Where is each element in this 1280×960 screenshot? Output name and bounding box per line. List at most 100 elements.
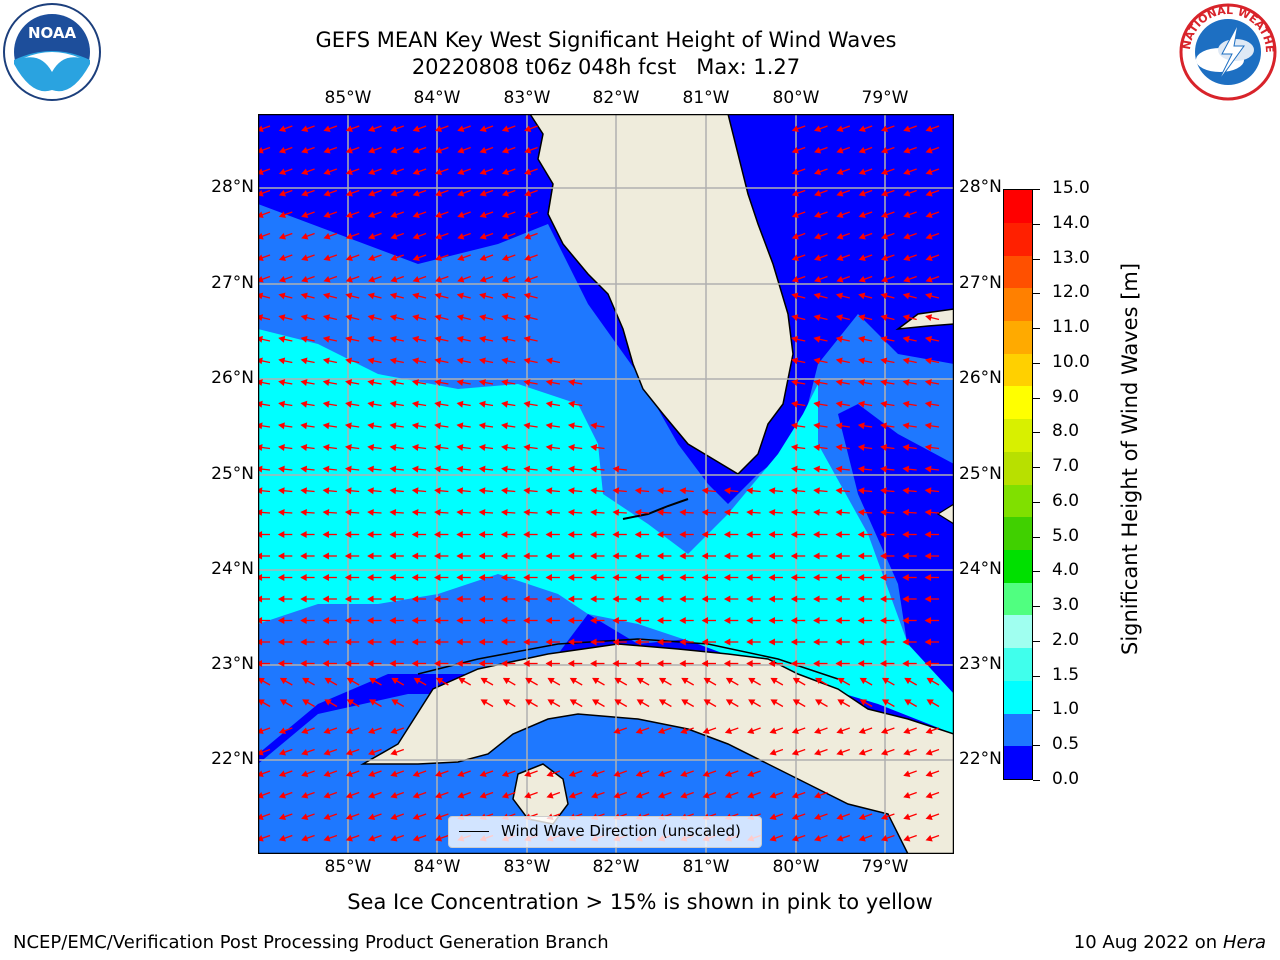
colorbar-segment — [1004, 549, 1032, 583]
wave-arrow-head — [277, 660, 285, 667]
wave-arrow-head — [925, 834, 933, 842]
wave-arrow-head — [344, 660, 352, 667]
wave-arrow-head — [835, 292, 844, 300]
wave-arrow-head — [657, 574, 664, 581]
wave-arrow-head — [479, 168, 487, 176]
colorbar-tick-mark — [1033, 501, 1040, 503]
wave-arrow-head — [389, 465, 397, 473]
wave-arrow-head — [636, 677, 644, 685]
wave-arrow-head — [478, 574, 486, 581]
wave-arrow-head — [835, 465, 843, 473]
lon-label-bottom: 79°W — [861, 857, 909, 877]
wave-arrow-head — [858, 727, 866, 735]
wave-arrow-head — [344, 487, 352, 495]
wave-arrow-head — [925, 314, 933, 322]
wave-arrow-head — [412, 232, 420, 240]
wave-arrow-head — [925, 146, 933, 154]
wave-arrow-head — [323, 791, 331, 799]
wave-arrow-head — [858, 189, 866, 197]
lon-label-top: 82°W — [592, 88, 640, 108]
wave-arrow-head — [902, 400, 910, 408]
wave-arrow-head — [612, 531, 619, 538]
wave-arrow-head — [680, 770, 688, 778]
wave-arrow-head — [367, 531, 374, 538]
wave-arrow-head — [278, 465, 285, 473]
wave-arrow-head — [880, 357, 888, 365]
wave-arrow-head — [301, 748, 309, 756]
wave-arrow-head — [322, 357, 330, 365]
wave-arrow-head — [501, 400, 509, 408]
wave-arrow-head — [345, 168, 353, 176]
wave-arrow-head — [456, 443, 464, 451]
wave-arrow-head — [479, 232, 487, 240]
wave-arrow-head — [524, 211, 532, 219]
wave-arrow-head — [345, 791, 353, 799]
wave-arrow-head — [791, 168, 799, 176]
wave-arrow-head — [478, 443, 486, 451]
wave-arrow-head — [590, 487, 597, 495]
wave-arrow-head — [300, 531, 307, 538]
wave-arrow-head — [547, 677, 555, 685]
wave-arrow-head — [300, 422, 308, 430]
wave-arrow-head — [301, 254, 309, 262]
wave-arrow-head — [456, 574, 463, 581]
wave-arrow-head — [902, 660, 909, 667]
wave-arrow-head — [434, 443, 441, 451]
wave-arrow-head — [434, 146, 443, 154]
wave-arrow-head — [926, 677, 934, 685]
wave-arrow-head — [925, 292, 933, 300]
wave-arrow-head — [924, 595, 932, 603]
wave-arrow-head — [925, 232, 933, 240]
wave-arrow-head — [813, 487, 820, 495]
wave-arrow-head — [902, 508, 910, 516]
wave-arrow-head — [813, 422, 821, 430]
lat-label-right: 24°N — [959, 559, 1002, 579]
wave-arrow-head — [924, 574, 932, 581]
wave-arrow-head — [434, 813, 443, 821]
lat-label-left: 22°N — [211, 749, 254, 769]
wave-arrow-head — [790, 487, 798, 495]
wave-arrow-head — [322, 400, 330, 408]
wave-arrow-head — [657, 638, 664, 646]
wave-arrow-head — [791, 813, 799, 821]
wave-arrow-head — [277, 595, 285, 603]
wave-arrow-head — [813, 531, 820, 538]
wave-arrow-head — [592, 677, 600, 685]
wave-arrow-head — [278, 314, 286, 322]
wave-arrow-head — [367, 465, 374, 473]
lon-label-top: 84°W — [413, 88, 461, 108]
wave-arrow-head — [500, 531, 508, 538]
wave-arrow-head — [814, 748, 822, 756]
wave-arrow-head — [457, 168, 465, 176]
wave-arrow-head — [523, 465, 531, 473]
wave-arrow-head — [389, 638, 396, 646]
lat-label-left: 23°N — [211, 654, 254, 674]
wave-arrow-head — [724, 727, 732, 735]
wave-arrow-head — [903, 813, 911, 821]
wave-arrow-head — [746, 552, 753, 560]
wave-arrow-head — [903, 275, 911, 283]
keys-land — [622, 498, 689, 520]
lon-label-top: 83°W — [503, 88, 551, 108]
colorbar-tick-label: 1.0 — [1052, 699, 1080, 720]
wave-arrow-head — [367, 400, 375, 408]
wave-arrow-head — [301, 232, 309, 240]
wave-arrow-head — [277, 552, 285, 560]
wave-arrow-head — [792, 677, 801, 685]
wave-arrow-head — [880, 211, 889, 219]
colorbar-segment — [1004, 517, 1032, 550]
wave-arrow-head — [501, 335, 509, 343]
wave-arrow-head — [703, 699, 711, 706]
colorbar-segment — [1004, 746, 1032, 779]
wave-arrow-head — [858, 146, 866, 154]
wave-arrow-head — [367, 335, 375, 343]
wave-arrow-head — [479, 770, 487, 778]
wave-arrow-head — [924, 552, 932, 560]
wave-arrow-head — [880, 232, 889, 240]
wave-arrow-head — [278, 125, 286, 133]
wave-arrow-head — [301, 770, 309, 778]
wave-arrow-head — [390, 275, 398, 283]
wave-arrow-head — [368, 727, 376, 735]
wave-arrow-head — [501, 379, 509, 386]
wave-arrow-head — [412, 335, 420, 343]
